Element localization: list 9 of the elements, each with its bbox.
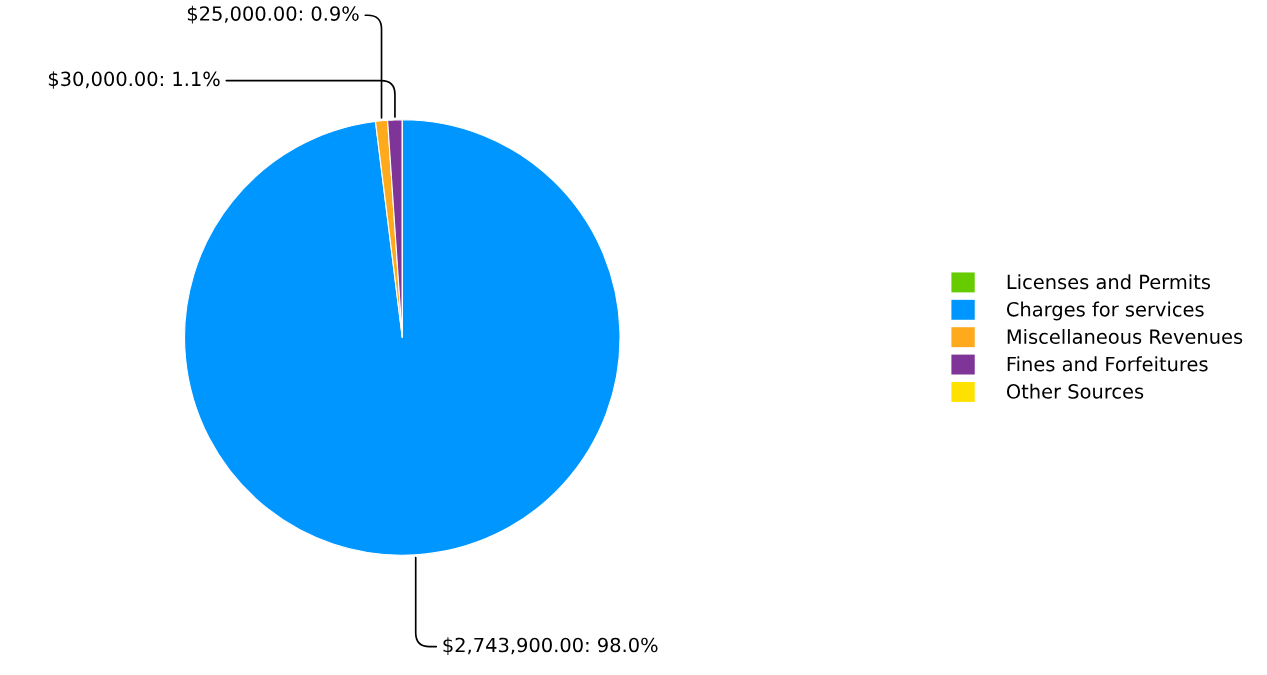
legend-label: Other Sources xyxy=(1006,383,1144,399)
data-label: $30,000.00: 1.1% xyxy=(48,71,220,89)
legend-label: Miscellaneous Revenues xyxy=(1007,328,1243,345)
legend-label: Fines and Forfeitures xyxy=(1007,356,1208,372)
data-label: $25,000.00: 0.9% xyxy=(187,5,359,24)
pie-slice xyxy=(183,119,621,556)
legend-label: Licenses and Permits xyxy=(1007,274,1211,290)
legend-label: Charges for services xyxy=(1006,301,1204,321)
data-label: $2,743,900.00: 98.0% xyxy=(443,637,658,655)
